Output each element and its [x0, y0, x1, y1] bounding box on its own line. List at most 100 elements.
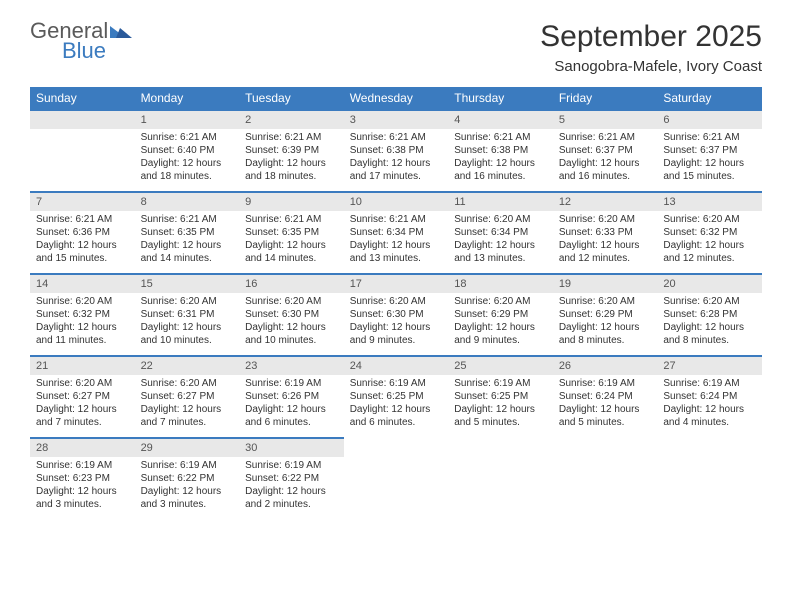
day-line: and 6 minutes. — [245, 416, 338, 429]
calendar-cell: 23Sunrise: 6:19 AMSunset: 6:26 PMDayligh… — [239, 356, 344, 438]
calendar-cell — [30, 110, 135, 192]
calendar-cell: 21Sunrise: 6:20 AMSunset: 6:27 PMDayligh… — [30, 356, 135, 438]
day-line: Sunset: 6:27 PM — [36, 390, 129, 403]
day-line: Sunrise: 6:21 AM — [350, 131, 443, 144]
day-line: Sunset: 6:26 PM — [245, 390, 338, 403]
day-content: Sunrise: 6:19 AMSunset: 6:25 PMDaylight:… — [448, 375, 553, 433]
day-line: Sunrise: 6:20 AM — [141, 295, 234, 308]
day-line: and 7 minutes. — [36, 416, 129, 429]
day-line: Daylight: 12 hours — [141, 403, 234, 416]
day-line: Sunrise: 6:21 AM — [559, 131, 652, 144]
day-number: 27 — [657, 357, 762, 375]
day-line: Sunset: 6:38 PM — [350, 144, 443, 157]
day-line: and 14 minutes. — [245, 252, 338, 265]
day-line: Sunrise: 6:20 AM — [454, 295, 547, 308]
day-content: Sunrise: 6:21 AMSunset: 6:36 PMDaylight:… — [30, 211, 135, 269]
day-number: 10 — [344, 193, 449, 211]
day-number — [30, 111, 135, 129]
calendar-cell: 19Sunrise: 6:20 AMSunset: 6:29 PMDayligh… — [553, 274, 658, 356]
day-number: 11 — [448, 193, 553, 211]
day-content: Sunrise: 6:21 AMSunset: 6:40 PMDaylight:… — [135, 129, 240, 187]
weekday-header: Wednesday — [344, 87, 449, 110]
day-line: Daylight: 12 hours — [663, 403, 756, 416]
day-line: Sunset: 6:30 PM — [350, 308, 443, 321]
day-content: Sunrise: 6:20 AMSunset: 6:27 PMDaylight:… — [30, 375, 135, 433]
day-line: and 10 minutes. — [245, 334, 338, 347]
day-content: Sunrise: 6:21 AMSunset: 6:38 PMDaylight:… — [344, 129, 449, 187]
day-line: Sunset: 6:34 PM — [350, 226, 443, 239]
day-line: Sunset: 6:23 PM — [36, 472, 129, 485]
day-number — [448, 438, 553, 456]
calendar-cell — [553, 438, 658, 520]
day-content: Sunrise: 6:21 AMSunset: 6:34 PMDaylight:… — [344, 211, 449, 269]
day-line: and 4 minutes. — [663, 416, 756, 429]
day-line: Daylight: 12 hours — [454, 403, 547, 416]
day-content: Sunrise: 6:20 AMSunset: 6:29 PMDaylight:… — [553, 293, 658, 351]
day-line: Sunset: 6:27 PM — [141, 390, 234, 403]
calendar-cell: 26Sunrise: 6:19 AMSunset: 6:24 PMDayligh… — [553, 356, 658, 438]
day-content: Sunrise: 6:20 AMSunset: 6:32 PMDaylight:… — [30, 293, 135, 351]
calendar-cell: 16Sunrise: 6:20 AMSunset: 6:30 PMDayligh… — [239, 274, 344, 356]
day-line: and 3 minutes. — [141, 498, 234, 511]
day-number — [657, 438, 762, 456]
day-line: Sunrise: 6:20 AM — [663, 213, 756, 226]
day-line: Sunset: 6:24 PM — [559, 390, 652, 403]
day-content: Sunrise: 6:20 AMSunset: 6:33 PMDaylight:… — [553, 211, 658, 269]
calendar-cell — [344, 438, 449, 520]
day-line: Sunrise: 6:20 AM — [350, 295, 443, 308]
day-line: Sunset: 6:37 PM — [663, 144, 756, 157]
calendar-cell: 7Sunrise: 6:21 AMSunset: 6:36 PMDaylight… — [30, 192, 135, 274]
day-line: Sunset: 6:33 PM — [559, 226, 652, 239]
day-line: Sunset: 6:25 PM — [454, 390, 547, 403]
day-number: 15 — [135, 275, 240, 293]
calendar-head: SundayMondayTuesdayWednesdayThursdayFrid… — [30, 87, 762, 110]
day-line: Sunset: 6:35 PM — [245, 226, 338, 239]
day-line: Sunrise: 6:20 AM — [36, 377, 129, 390]
calendar-cell: 6Sunrise: 6:21 AMSunset: 6:37 PMDaylight… — [657, 110, 762, 192]
day-content: Sunrise: 6:20 AMSunset: 6:29 PMDaylight:… — [448, 293, 553, 351]
day-line: Daylight: 12 hours — [36, 403, 129, 416]
day-content: Sunrise: 6:19 AMSunset: 6:25 PMDaylight:… — [344, 375, 449, 433]
day-line: and 13 minutes. — [454, 252, 547, 265]
day-line: Daylight: 12 hours — [454, 157, 547, 170]
day-line: and 3 minutes. — [36, 498, 129, 511]
day-line: and 18 minutes. — [245, 170, 338, 183]
day-content: Sunrise: 6:21 AMSunset: 6:37 PMDaylight:… — [657, 129, 762, 187]
day-line: Daylight: 12 hours — [663, 321, 756, 334]
day-line: Sunset: 6:22 PM — [141, 472, 234, 485]
calendar-table: SundayMondayTuesdayWednesdayThursdayFrid… — [30, 87, 762, 520]
location: Sanogobra-Mafele, Ivory Coast — [540, 58, 762, 75]
weekday-header: Tuesday — [239, 87, 344, 110]
day-line: Daylight: 12 hours — [36, 321, 129, 334]
day-line: and 14 minutes. — [141, 252, 234, 265]
day-content: Sunrise: 6:20 AMSunset: 6:30 PMDaylight:… — [239, 293, 344, 351]
day-line: Sunrise: 6:19 AM — [141, 459, 234, 472]
day-line: Sunset: 6:37 PM — [559, 144, 652, 157]
day-line: Sunrise: 6:19 AM — [454, 377, 547, 390]
day-content: Sunrise: 6:20 AMSunset: 6:32 PMDaylight:… — [657, 211, 762, 269]
day-number: 19 — [553, 275, 658, 293]
calendar-week: 14Sunrise: 6:20 AMSunset: 6:32 PMDayligh… — [30, 274, 762, 356]
day-content: Sunrise: 6:20 AMSunset: 6:30 PMDaylight:… — [344, 293, 449, 351]
day-line: Daylight: 12 hours — [350, 403, 443, 416]
calendar-cell: 28Sunrise: 6:19 AMSunset: 6:23 PMDayligh… — [30, 438, 135, 520]
calendar-cell: 22Sunrise: 6:20 AMSunset: 6:27 PMDayligh… — [135, 356, 240, 438]
calendar-week: 21Sunrise: 6:20 AMSunset: 6:27 PMDayligh… — [30, 356, 762, 438]
day-line: Sunset: 6:40 PM — [141, 144, 234, 157]
day-line: Daylight: 12 hours — [141, 157, 234, 170]
day-content: Sunrise: 6:19 AMSunset: 6:22 PMDaylight:… — [239, 457, 344, 515]
day-line: Sunset: 6:39 PM — [245, 144, 338, 157]
day-line: Sunrise: 6:19 AM — [663, 377, 756, 390]
calendar-cell: 18Sunrise: 6:20 AMSunset: 6:29 PMDayligh… — [448, 274, 553, 356]
day-content — [344, 456, 449, 462]
day-line: and 15 minutes. — [36, 252, 129, 265]
day-number: 8 — [135, 193, 240, 211]
day-number: 26 — [553, 357, 658, 375]
day-line: Daylight: 12 hours — [454, 321, 547, 334]
day-line: Sunset: 6:25 PM — [350, 390, 443, 403]
day-number: 16 — [239, 275, 344, 293]
day-line: Sunrise: 6:19 AM — [245, 377, 338, 390]
day-number: 22 — [135, 357, 240, 375]
day-number: 9 — [239, 193, 344, 211]
day-line: Sunset: 6:35 PM — [141, 226, 234, 239]
